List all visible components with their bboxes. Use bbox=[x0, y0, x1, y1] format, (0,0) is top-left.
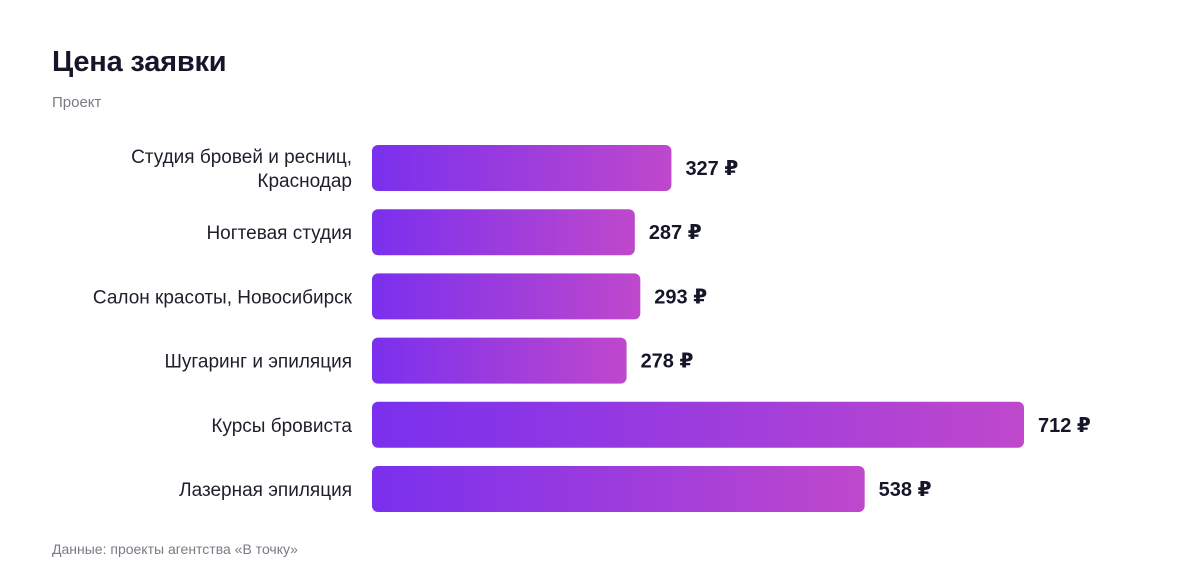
bar-3 bbox=[372, 337, 627, 384]
bar-0 bbox=[372, 145, 672, 191]
category-label-line: Студия бровей и ресниц, bbox=[131, 147, 352, 168]
value-label-4: 712 ₽ bbox=[1038, 415, 1091, 437]
value-label-3: 278 ₽ bbox=[641, 351, 694, 373]
value-label-1: 287 ₽ bbox=[649, 222, 702, 244]
category-label-line: Салон красоты, Новосибирск bbox=[93, 287, 353, 308]
bar-2 bbox=[372, 273, 641, 320]
category-label-3: Шугаринг и эпиляция bbox=[164, 352, 352, 373]
category-label-line: Курсы бровиста bbox=[211, 416, 352, 437]
category-label-5: Лазерная эпиляция bbox=[179, 480, 352, 501]
category-label-1: Ногтевая студия bbox=[206, 223, 352, 244]
bar-5 bbox=[372, 466, 865, 512]
category-label-0: Студия бровей и ресниц, Краснодар bbox=[131, 147, 352, 192]
category-label-line: Лазерная эпиляция bbox=[179, 480, 352, 501]
value-label-0: 327 ₽ bbox=[685, 158, 738, 180]
value-label-2: 293 ₽ bbox=[654, 286, 707, 308]
chart-title: Цена заявки bbox=[52, 46, 227, 78]
category-label-line: Шугаринг и эпиляция bbox=[164, 352, 352, 373]
category-label-line: Краснодар bbox=[257, 171, 352, 192]
category-label-4: Курсы бровиста bbox=[211, 416, 352, 437]
chart-subtitle: Проект bbox=[52, 94, 102, 111]
bars-group: 327 ₽ Студия бровей и ресниц, Краснодар 287… bbox=[93, 145, 1091, 512]
bar-4 bbox=[372, 401, 1024, 448]
data-source-note: Данные: проекты агентства «В точку» bbox=[52, 541, 298, 557]
category-label-2: Салон красоты, Новосибирск bbox=[93, 287, 353, 308]
category-label-line: Ногтевая студия bbox=[206, 223, 352, 244]
value-label-5: 538 ₽ bbox=[879, 479, 932, 501]
bar-1 bbox=[372, 209, 635, 256]
